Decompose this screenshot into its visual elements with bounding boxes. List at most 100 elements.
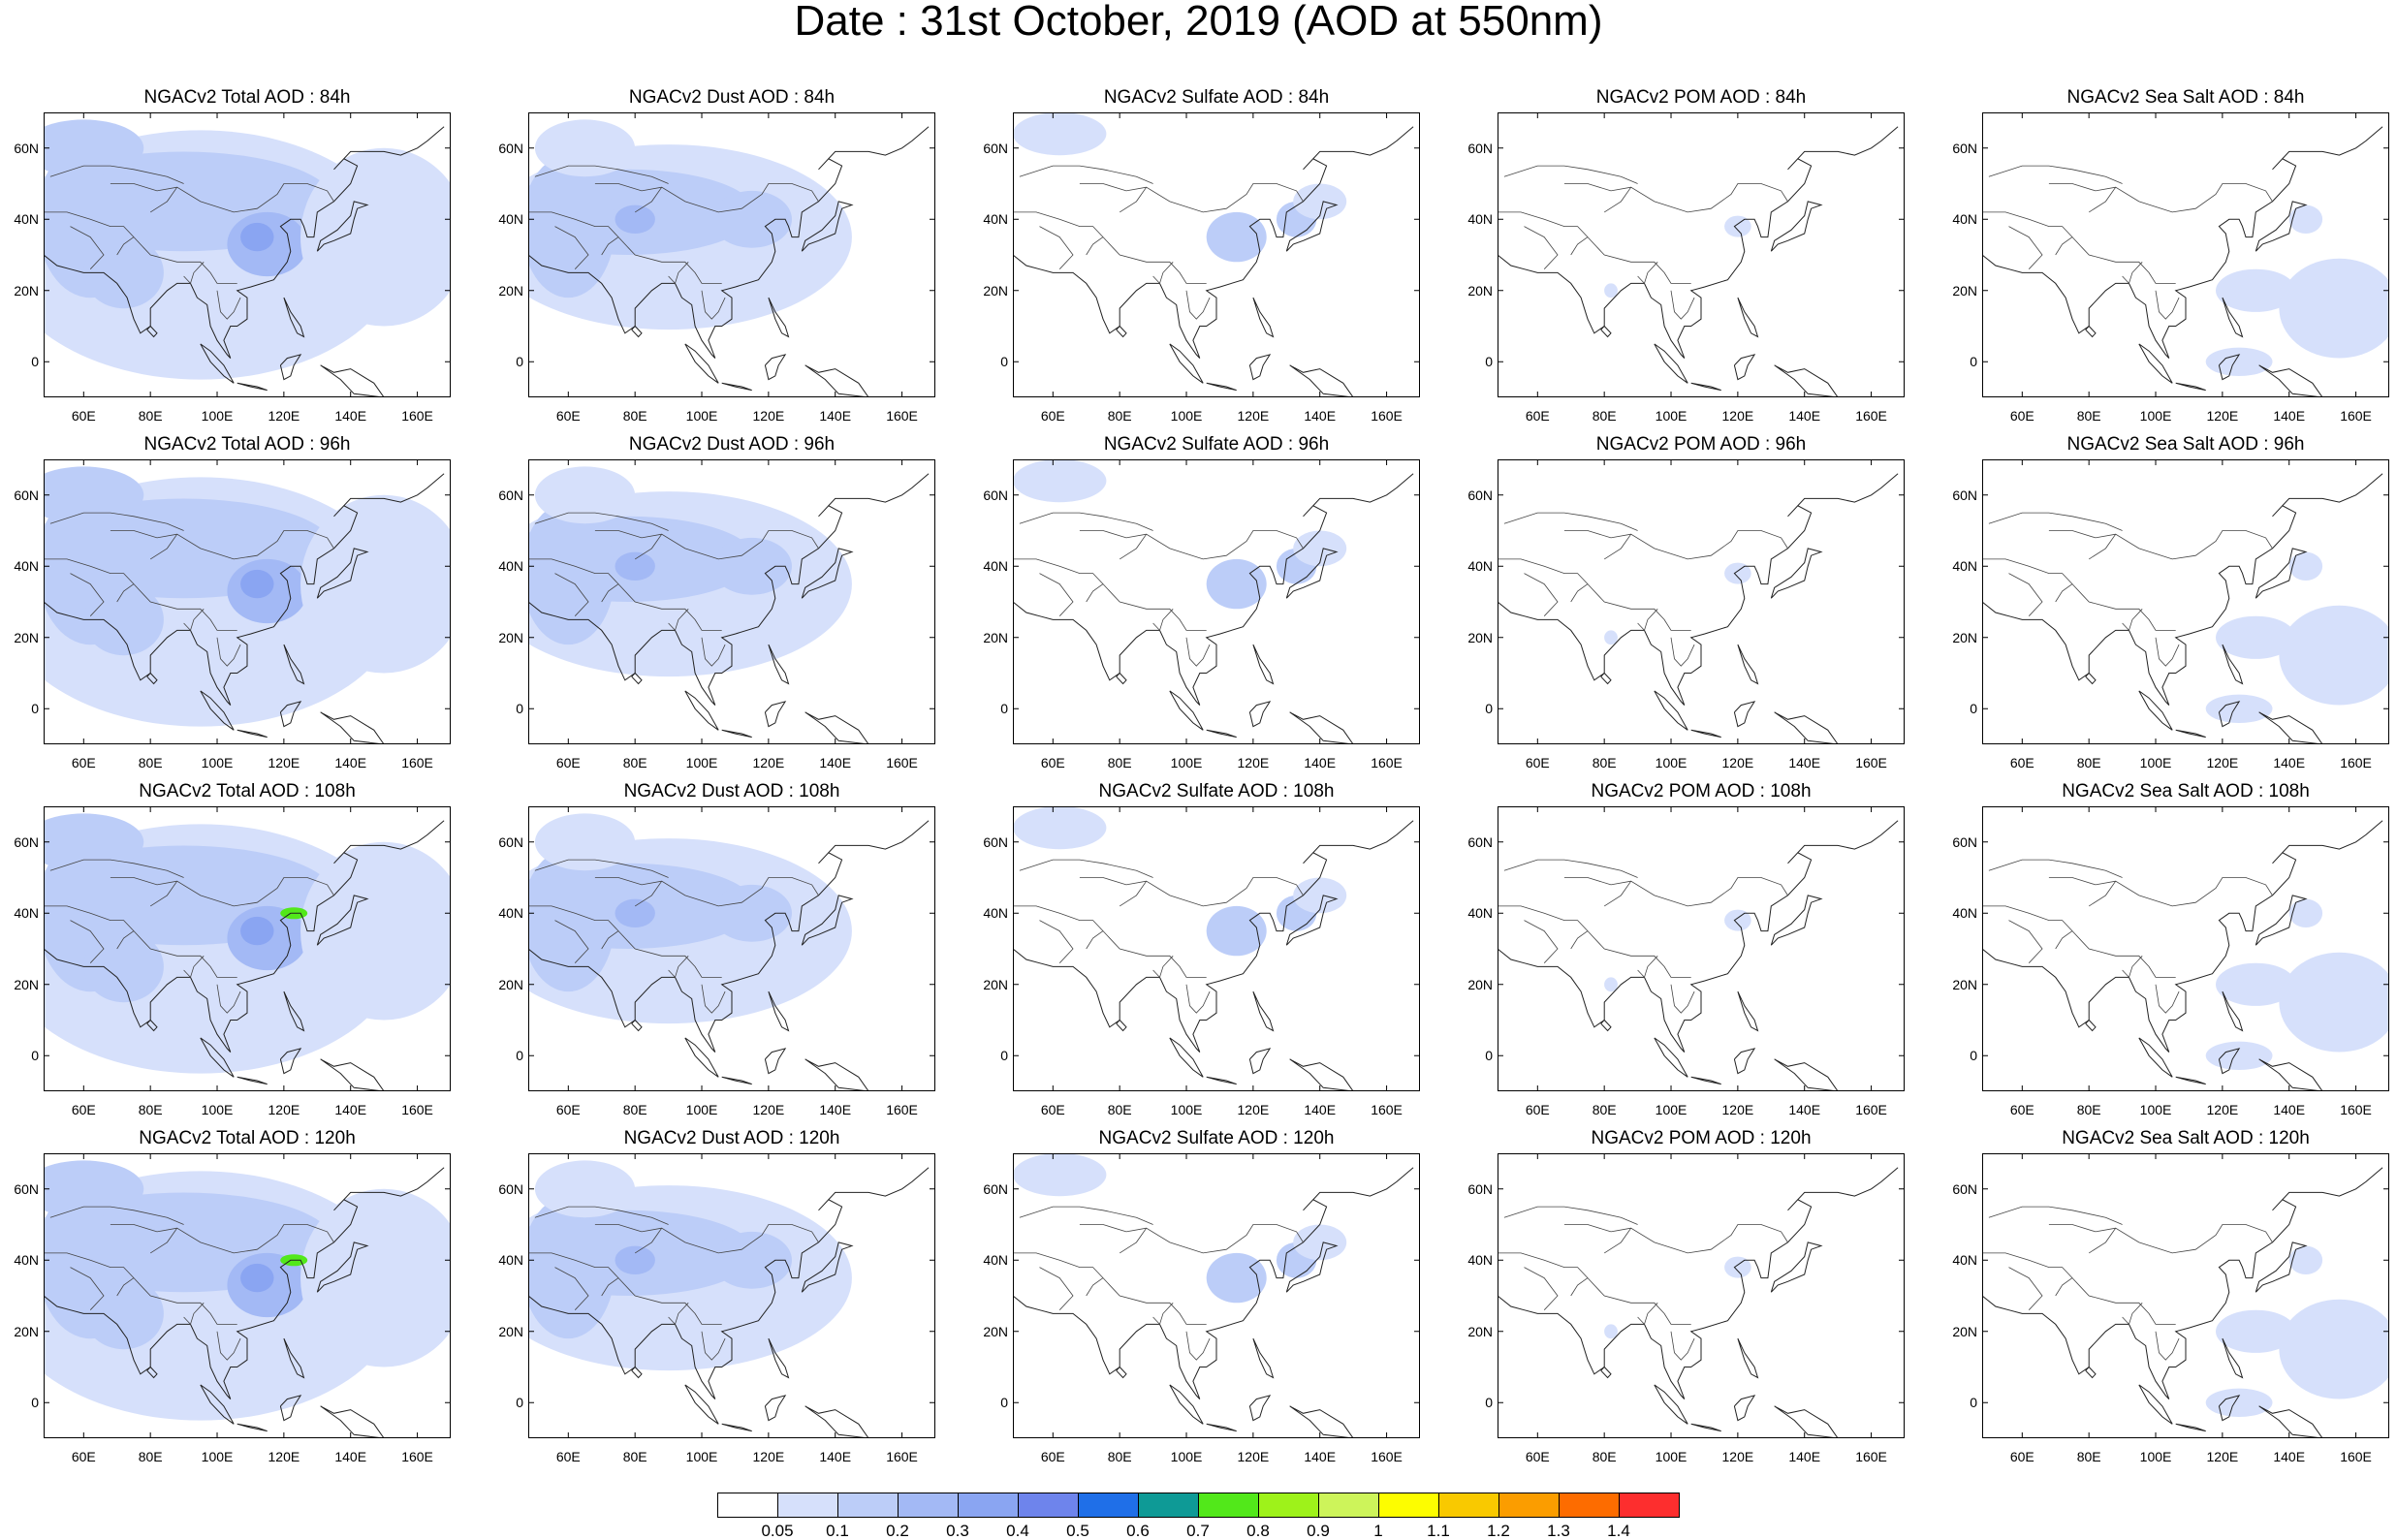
colorbar-swatch xyxy=(1318,1493,1379,1518)
country-border xyxy=(1498,905,1691,978)
panel-title: NGACv2 Total AOD : 120h xyxy=(139,1128,356,1148)
lat-tick-label: 60N xyxy=(983,1180,1008,1197)
lat-tick-label: 60N xyxy=(983,487,1008,503)
lat-tick-label: 60N xyxy=(1467,833,1493,850)
country-border xyxy=(1524,573,1559,616)
aod-shading-region xyxy=(528,155,615,299)
country-border xyxy=(1086,583,1104,603)
map-plot-area xyxy=(1498,459,1905,744)
country-border xyxy=(594,183,819,213)
country-border xyxy=(44,1252,237,1325)
coastline xyxy=(2258,364,2323,397)
lat-tick-label: 60N xyxy=(1952,1180,1977,1197)
lon-tick-label: 60E xyxy=(1040,1102,1065,1117)
map-panel-dust-84h: NGACv2 Dust AOD : 84h 60N 40N 20N 0 60E 80E 100… xyxy=(485,87,950,423)
country-border xyxy=(1013,905,1207,978)
panel-title: NGACv2 Dust AOD : 84h xyxy=(628,87,836,108)
lat-tick-label: 40N xyxy=(498,905,523,922)
country-border xyxy=(183,1303,205,1326)
coastline xyxy=(1285,201,1339,252)
coastline xyxy=(721,1076,752,1085)
country-border xyxy=(49,165,184,184)
map-plot-area xyxy=(528,112,935,397)
lon-tick-label: 60E xyxy=(555,755,581,770)
lon-tick-label: 120E xyxy=(752,755,785,770)
country-border xyxy=(116,583,135,603)
lon-tick-label: 140E xyxy=(334,408,367,424)
map-panel-pom-120h: NGACv2 POM AOD : 120h 60N 40N 20N 0 60E 80E 100… xyxy=(1454,1128,1919,1463)
lat-tick-label: 60N xyxy=(498,487,523,503)
lat-tick-label: 60N xyxy=(498,833,523,850)
lon-tick-label: 160E xyxy=(886,1449,918,1464)
lat-tick-label: 20N xyxy=(983,629,1008,645)
country-border xyxy=(2122,956,2143,979)
coastline xyxy=(1770,1241,1823,1293)
country-border xyxy=(1185,637,1211,667)
coastline xyxy=(1770,201,1823,252)
aod-shading-region xyxy=(534,1160,636,1218)
coastline xyxy=(283,990,305,1032)
country-border xyxy=(44,558,237,631)
coastline xyxy=(1289,1405,1354,1438)
coastline xyxy=(1982,820,2383,1053)
lon-tick-label: 60E xyxy=(71,1449,96,1464)
coastline xyxy=(44,820,445,1053)
country-border xyxy=(1152,609,1174,632)
panel-title: NGACv2 POM AOD : 108h xyxy=(1591,781,1812,801)
lon-tick-label: 80E xyxy=(138,1449,163,1464)
lon-tick-label: 60E xyxy=(555,1449,581,1464)
lon-tick-label: 100E xyxy=(1170,755,1203,770)
map-plot-area xyxy=(44,459,451,744)
aod-shading-region xyxy=(44,466,144,524)
map-svg xyxy=(1013,459,1420,744)
aod-shading-region xyxy=(528,849,615,992)
lat-tick-label: 40N xyxy=(1952,1252,1977,1269)
country-border xyxy=(2055,930,2073,950)
coastline xyxy=(2258,1405,2323,1438)
lon-tick-label: 120E xyxy=(1237,1102,1270,1117)
colorbar-swatch xyxy=(1198,1493,1259,1518)
country-border xyxy=(1563,530,1788,560)
coastline xyxy=(316,1241,369,1293)
lon-tick-label: 120E xyxy=(268,1102,300,1117)
coastline xyxy=(801,201,854,252)
country-border xyxy=(1524,226,1559,269)
coastline xyxy=(721,729,752,739)
coastline xyxy=(237,382,268,392)
map-svg xyxy=(1982,459,2389,744)
coastline xyxy=(1982,473,2383,706)
lon-tick-label: 100E xyxy=(1655,408,1687,424)
coastline xyxy=(631,1019,643,1032)
lon-tick-label: 80E xyxy=(1592,1449,1617,1464)
lon-tick-label: 160E xyxy=(1371,1102,1403,1117)
country-border xyxy=(1019,165,1153,184)
lat-tick-label: 0 xyxy=(31,354,39,370)
country-border xyxy=(216,1331,241,1361)
lon-tick-label: 120E xyxy=(1237,1449,1270,1464)
map-panel-total-120h: NGACv2 Total AOD : 120h 60N 40N 20N 0 60E 80E 1… xyxy=(0,1128,465,1463)
lon-tick-label: 80E xyxy=(2076,1449,2101,1464)
colorbar-swatch xyxy=(1559,1493,1620,1518)
colorbar-swatch xyxy=(1498,1493,1560,1518)
map-plot-area xyxy=(1498,112,1905,397)
coastline xyxy=(1289,1058,1354,1091)
lon-tick-label: 120E xyxy=(2206,1449,2239,1464)
panel-title: NGACv2 Sulfate AOD : 84h xyxy=(1103,87,1330,108)
coastline xyxy=(1654,1384,1688,1425)
coastline xyxy=(1600,1019,1612,1032)
country-border xyxy=(183,262,205,285)
colorbar-swatch xyxy=(1438,1493,1499,1518)
colorbar-swatch xyxy=(1018,1493,1079,1518)
coastline xyxy=(1498,126,1899,359)
lon-tick-label: 60E xyxy=(2009,755,2034,770)
lon-tick-label: 140E xyxy=(819,408,852,424)
aod-shading-region xyxy=(2288,898,2323,927)
country-border xyxy=(2048,183,2273,213)
lon-tick-label: 80E xyxy=(1592,755,1617,770)
lon-tick-label: 140E xyxy=(2273,1449,2306,1464)
panel-title: NGACv2 Sea Salt AOD : 120h xyxy=(2062,1128,2310,1148)
lon-tick-label: 80E xyxy=(622,1449,647,1464)
coastline xyxy=(764,1395,787,1422)
country-border xyxy=(1498,558,1691,631)
lat-tick-label: 60N xyxy=(498,1180,523,1197)
